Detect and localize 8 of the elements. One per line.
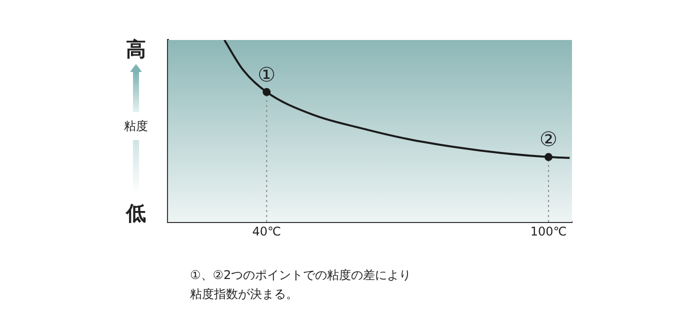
annotation: ② bbox=[540, 127, 558, 152]
x-tick-label: 100℃ bbox=[530, 224, 567, 238]
text: ①、②2つのポイントでの粘度の差により粘度指数が決まる。 bbox=[190, 267, 412, 303]
annotation: ① bbox=[258, 62, 276, 86]
text: 低 bbox=[124, 200, 147, 227]
text: 高 bbox=[125, 36, 147, 63]
y-axis-title: 粘度 bbox=[106, 118, 166, 135]
x-tick-label: 40℃ bbox=[252, 224, 282, 238]
